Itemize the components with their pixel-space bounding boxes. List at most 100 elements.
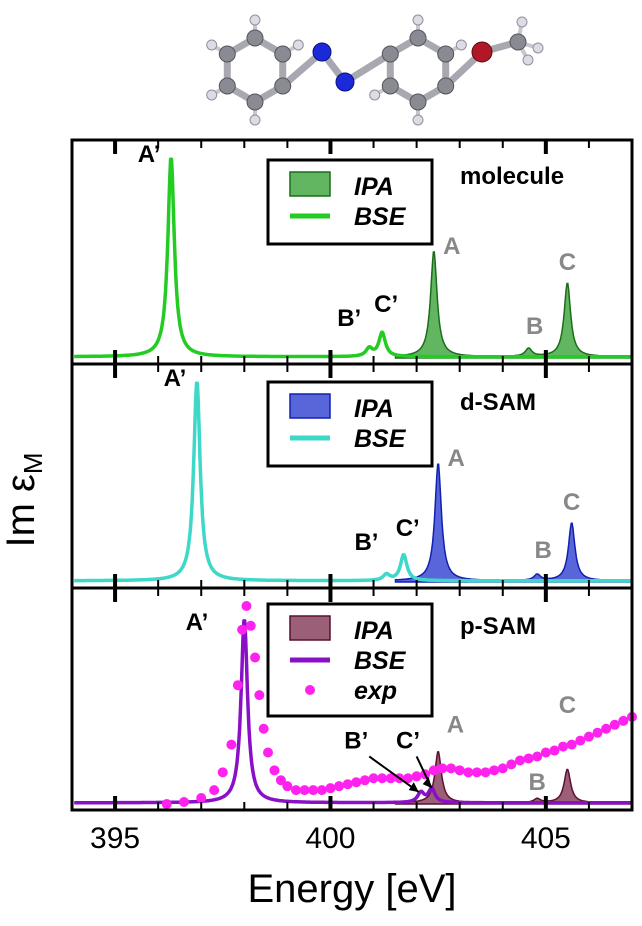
peak-label-A: A	[447, 445, 464, 472]
exp-data-point	[237, 624, 248, 635]
ipa-spectrum	[394, 251, 633, 359]
exp-data-point	[368, 773, 379, 784]
hydrogen-atom	[412, 114, 424, 126]
carbon-atom	[218, 77, 236, 95]
hydrogen-atom	[292, 39, 304, 51]
peak-label-A-prime: A’	[186, 609, 209, 636]
hydrogen-atom	[249, 14, 261, 26]
exp-data-point	[471, 767, 482, 778]
exp-data-point	[489, 765, 500, 776]
exp-data-point	[245, 620, 256, 631]
legend-swatch-ipa	[289, 171, 331, 197]
exp-data-point	[263, 747, 273, 758]
exp-data-point	[540, 747, 551, 758]
exp-data-point	[497, 763, 508, 774]
carbon-atom	[381, 45, 399, 63]
bse-spectrum	[73, 157, 633, 359]
exp-data-point	[583, 731, 594, 742]
carbon-atom	[437, 77, 455, 95]
x-tick-label: 400	[305, 822, 355, 855]
exp-data-point	[275, 775, 286, 786]
exp-data-point	[480, 767, 491, 778]
peak-label-B: B	[529, 769, 546, 796]
exp-data-point	[161, 799, 172, 809]
exp-data-point	[334, 781, 345, 792]
exp-data-point	[209, 785, 220, 796]
peak-label-C: C	[559, 692, 576, 719]
y-axis-label-main: Im ε	[0, 474, 43, 548]
exp-data-point	[558, 741, 569, 752]
panel-title: d-SAM	[460, 389, 536, 416]
hydrogen-atom	[516, 16, 528, 28]
peak-label-C-prime: C’	[374, 291, 398, 318]
exp-data-point	[250, 652, 261, 663]
exp-data-point	[308, 785, 319, 796]
spectra-panels: A’B’C’ABCIPABSEmoleculeA’B’C’ABCIPABSEd-…	[70, 138, 637, 855]
legend-swatch-ipa	[289, 393, 331, 419]
peak-label-C: C	[559, 249, 576, 276]
legend-entry-ipa: IPA	[354, 617, 394, 645]
exp-data-point	[523, 753, 534, 764]
carbon-atom	[246, 29, 264, 47]
carbon-atom	[274, 45, 292, 63]
nitrogen-atom	[312, 42, 332, 62]
exp-data-point	[463, 767, 474, 778]
exp-data-point	[506, 759, 517, 770]
exp-data-point	[549, 745, 560, 756]
exp-data-point	[532, 751, 543, 762]
carbon-atom	[381, 77, 399, 95]
exp-data-point	[325, 783, 336, 794]
peak-label-B: B	[526, 313, 543, 340]
hydrogen-atom	[206, 89, 218, 101]
peak-label-B-prime: B’	[337, 305, 361, 332]
x-axis-label: Energy [eV]	[247, 867, 456, 911]
ipa-spectrum	[394, 751, 633, 805]
exp-data-point	[291, 785, 301, 796]
carbon-atom	[509, 33, 527, 51]
exp-data-point	[575, 735, 586, 746]
exp-data-point	[316, 785, 327, 796]
carbon-atom	[409, 93, 427, 111]
exp-data-point	[446, 763, 457, 774]
exp-data-point	[566, 739, 577, 750]
hydrogen-atom	[532, 42, 544, 54]
carbon-atom	[218, 45, 236, 63]
ipa-spectrum	[394, 463, 633, 583]
hydrogen-atom	[522, 54, 534, 66]
exp-data-point	[282, 781, 293, 792]
peak-label-A: A	[443, 233, 460, 260]
oxygen-atom	[471, 41, 493, 63]
peak-label-C: C	[563, 489, 580, 516]
panel-title: molecule	[460, 163, 564, 190]
exp-data-point	[609, 719, 620, 730]
exp-data-point	[299, 785, 310, 796]
exp-data-point	[601, 723, 612, 734]
nitrogen-atom	[335, 72, 355, 92]
exp-data-point	[217, 767, 228, 778]
peak-label-B-prime: B’	[354, 529, 378, 556]
legend-swatch-ipa	[289, 615, 331, 641]
exp-data-point	[179, 797, 189, 808]
exp-data-point	[377, 773, 388, 784]
arrow-head	[422, 777, 432, 789]
legend-entry-ipa: IPA	[354, 173, 394, 201]
legend-swatch-exp	[305, 685, 315, 695]
exp-data-point	[403, 773, 413, 784]
exp-data-point	[196, 793, 207, 804]
arrow-head	[408, 782, 419, 793]
exp-data-point	[241, 601, 252, 611]
carbon-atom	[409, 29, 427, 47]
exp-data-point	[428, 765, 439, 776]
exp-data-point	[232, 680, 243, 691]
hydrogen-atom	[206, 39, 218, 51]
hydrogen-atom	[412, 14, 424, 26]
peak-label-B-prime: B’	[344, 728, 368, 755]
arrow-b-prime	[368, 755, 420, 793]
legend-entry-bse: BSE	[354, 647, 407, 675]
exp-data-point	[618, 715, 629, 726]
bse-spectrum	[73, 381, 633, 583]
exp-data-point	[454, 765, 465, 776]
